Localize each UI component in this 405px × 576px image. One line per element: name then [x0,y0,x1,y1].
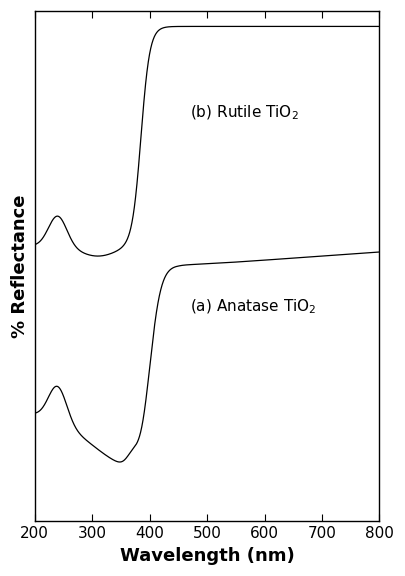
Text: (b) Rutile TiO$_2$: (b) Rutile TiO$_2$ [190,104,298,122]
X-axis label: Wavelength (nm): Wavelength (nm) [120,547,294,565]
Y-axis label: % Reflectance: % Reflectance [11,195,29,338]
Text: (a) Anatase TiO$_2$: (a) Anatase TiO$_2$ [190,298,316,316]
